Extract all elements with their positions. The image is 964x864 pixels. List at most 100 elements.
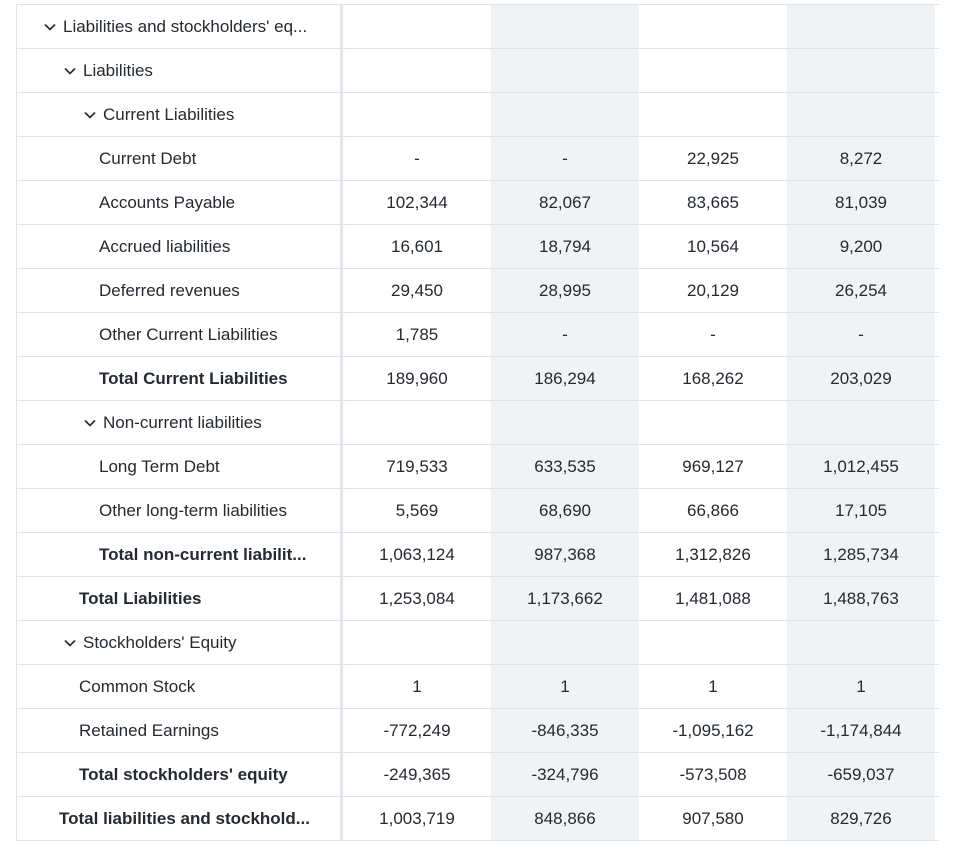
value-cell [343, 93, 491, 136]
value-cell [787, 621, 935, 664]
value-cell: 18,794 [491, 225, 639, 268]
value-cell: 66,866 [687, 500, 739, 520]
table-row: Common Stock 1 1 1 1 [17, 664, 939, 708]
value-cell: 203,029 [787, 357, 935, 400]
table-row: Deferred revenues 29,450 28,995 20,129 2… [17, 268, 939, 312]
value-cell: -1,174,844 [787, 709, 935, 752]
value-cell: 1,785 [395, 324, 439, 344]
row-header-liabilities-and-equity[interactable]: Liabilities and stockholders' eq... [17, 5, 343, 48]
row-label: Accounts Payable [17, 181, 343, 224]
value-cell [491, 93, 639, 136]
value-cell: 1,312,826 [675, 544, 751, 564]
value-cell: 1,173,662 [491, 577, 639, 620]
value-cell [491, 401, 639, 444]
row-label: Liabilities [83, 60, 153, 80]
value-cell: -846,335 [491, 709, 639, 752]
value-cell: 81,039 [787, 181, 935, 224]
table-row-liabilities-and-equity: Liabilities and stockholders' eq... [17, 4, 939, 48]
value-cell [787, 401, 935, 444]
value-cell: 719,533 [386, 456, 448, 476]
table-row: Accounts Payable 102,344 82,067 83,665 8… [17, 180, 939, 224]
value-cell: 29,450 [391, 280, 443, 300]
row-label: Other Current Liabilities [17, 313, 343, 356]
chevron-down-icon[interactable] [83, 416, 97, 430]
value-cell: - [787, 313, 935, 356]
value-cell: - [491, 313, 639, 356]
value-cell: 633,535 [491, 445, 639, 488]
value-cell: 102,344 [386, 192, 448, 212]
table-row-total: Total Liabilities 1,253,084 1,173,662 1,… [17, 576, 939, 620]
value-cell [639, 401, 787, 444]
row-label: Common Stock [17, 665, 343, 708]
chevron-down-icon[interactable] [63, 636, 77, 650]
chevron-down-icon[interactable] [83, 108, 97, 122]
value-cell: 907,580 [682, 808, 744, 828]
value-cell: 1,003,719 [379, 808, 455, 828]
value-cell: 1,012,455 [787, 445, 935, 488]
value-cell: - [491, 137, 639, 180]
value-cell: 83,665 [687, 192, 739, 212]
value-cell [787, 5, 935, 48]
table-row: Long Term Debt 719,533 633,535 969,127 1… [17, 444, 939, 488]
value-cell [491, 621, 639, 664]
table-row: Accrued liabilities 16,601 18,794 10,564… [17, 224, 939, 268]
value-cell: -573,508 [679, 764, 747, 784]
row-label: Total stockholders' equity [17, 753, 343, 796]
row-header-current-liabilities[interactable]: Current Liabilities [17, 93, 343, 136]
chevron-down-icon[interactable] [63, 64, 77, 78]
row-label: Current Liabilities [103, 104, 235, 124]
value-cell: 1,063,124 [379, 544, 455, 564]
row-header-stockholders-equity[interactable]: Stockholders' Equity [17, 621, 343, 664]
row-label: Liabilities and stockholders' eq... [63, 16, 308, 36]
value-cell: 1 [491, 665, 639, 708]
row-label: Total non-current liabilit... [17, 533, 343, 576]
table-row-current-liabilities: Current Liabilities [17, 92, 939, 136]
value-cell: 5,569 [395, 500, 439, 520]
row-label: Non-current liabilities [103, 412, 262, 432]
row-label: Current Debt [17, 137, 343, 180]
row-header-non-current-liabilities[interactable]: Non-current liabilities [17, 401, 343, 444]
chevron-down-icon[interactable] [43, 20, 57, 34]
balance-sheet-table: Liabilities and stockholders' eq... Liab… [16, 4, 939, 841]
row-label: Total Liabilities [17, 577, 343, 620]
row-header-liabilities[interactable]: Liabilities [17, 49, 343, 92]
value-cell: 8,272 [787, 137, 935, 180]
value-cell [343, 49, 491, 92]
value-cell: - [710, 324, 716, 344]
row-label: Retained Earnings [17, 709, 343, 752]
value-cell: 186,294 [491, 357, 639, 400]
value-cell: 26,254 [787, 269, 935, 312]
value-cell: - [414, 148, 420, 168]
value-cell: 16,601 [391, 236, 443, 256]
value-cell: 1,285,734 [787, 533, 935, 576]
value-cell [787, 49, 935, 92]
value-cell: 1 [708, 676, 718, 696]
value-cell: 10,564 [687, 236, 739, 256]
row-label: Total liabilities and stockhold... [17, 797, 343, 840]
value-cell: 168,262 [682, 368, 744, 388]
value-cell: 17,105 [787, 489, 935, 532]
table-row-total: Total Current Liabilities 189,960 186,29… [17, 356, 939, 400]
table-row-total: Total liabilities and stockhold... 1,003… [17, 796, 939, 841]
value-cell [639, 49, 787, 92]
value-cell: 1 [412, 676, 422, 696]
row-label: Accrued liabilities [17, 225, 343, 268]
row-label: Stockholders' Equity [83, 632, 237, 652]
row-label: Long Term Debt [17, 445, 343, 488]
row-label: Deferred revenues [17, 269, 343, 312]
value-cell: 1,488,763 [787, 577, 935, 620]
value-cell: 68,690 [491, 489, 639, 532]
value-cell: 1 [787, 665, 935, 708]
value-cell: 82,067 [491, 181, 639, 224]
table-row-total: Total stockholders' equity -249,365 -324… [17, 752, 939, 796]
table-row: Retained Earnings -772,249 -846,335 -1,0… [17, 708, 939, 752]
value-cell: -249,365 [383, 764, 451, 784]
table-row: Other long-term liabilities 5,569 68,690… [17, 488, 939, 532]
value-cell: 20,129 [687, 280, 739, 300]
value-cell: 28,995 [491, 269, 639, 312]
value-cell [491, 5, 639, 48]
value-cell [639, 621, 787, 664]
value-cell: 189,960 [386, 368, 448, 388]
table-row-non-current-liabilities: Non-current liabilities [17, 400, 939, 444]
value-cell [491, 49, 639, 92]
